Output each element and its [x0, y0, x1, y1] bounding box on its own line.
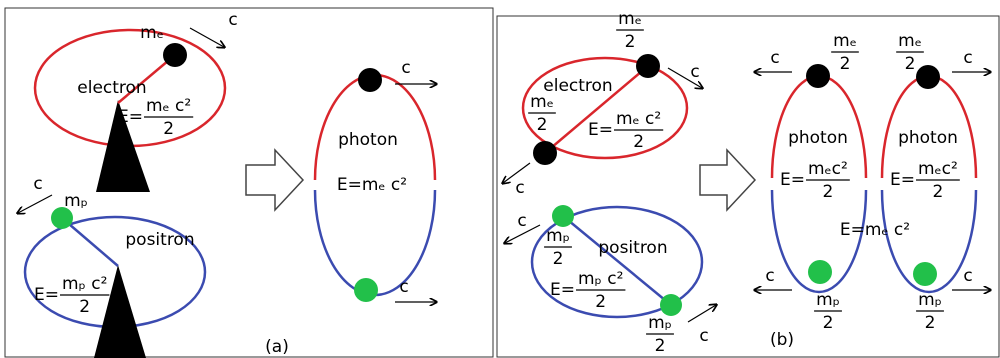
mass-label: mₚ [64, 191, 88, 211]
radius [563, 216, 671, 305]
speed-label: c [770, 48, 779, 68]
positron-label: positron [125, 230, 194, 250]
speed-label: c [228, 10, 237, 30]
photon-lower [315, 190, 435, 295]
electron-dot [916, 65, 940, 89]
energy-denominator: 2 [822, 182, 833, 202]
energy-denominator: 2 [595, 292, 606, 312]
positron-label: positron [598, 238, 667, 258]
mass-numerator: mₑ [530, 92, 554, 112]
energy-lhs: E= [890, 170, 915, 190]
electron-dot [358, 68, 382, 92]
mass-numerator: mₑ [833, 31, 857, 51]
mass-denominator: 2 [655, 336, 666, 356]
radius [62, 218, 118, 266]
electron-dot [806, 64, 830, 88]
mass-denominator: 2 [840, 54, 851, 74]
speed-label: c [963, 48, 972, 68]
energy-denominator: 2 [79, 297, 90, 317]
mass-numerator: mₚ [546, 226, 570, 246]
mass-denominator: 2 [905, 54, 916, 74]
energy-lhs: E= [588, 120, 613, 140]
mass-denominator: 2 [553, 249, 564, 269]
positron-dot [808, 260, 832, 284]
positron-dot [913, 262, 937, 286]
speed-label: c [690, 62, 699, 82]
mass-numerator: mₚ [648, 313, 672, 333]
velocity-arrow [18, 195, 52, 213]
photon-label: photon [898, 128, 958, 148]
energy-denominator: 2 [163, 119, 174, 139]
energy-numerator: mₑ c² [146, 96, 191, 116]
mass-numerator: mₑ [898, 31, 922, 51]
panel-label: (a) [265, 337, 289, 357]
energy-denominator: 2 [633, 132, 644, 152]
mass-denominator: 2 [823, 313, 834, 333]
speed-label: c [33, 174, 42, 194]
mass-denominator: 2 [537, 115, 548, 135]
energy-denominator: 2 [932, 182, 943, 202]
energy-lhs: E= [34, 285, 59, 305]
speed-label: c [699, 326, 708, 346]
transition-arrow [700, 150, 755, 210]
mass-denominator: 2 [625, 32, 636, 52]
mass-numerator: mₚ [816, 290, 840, 310]
velocity-arrow [190, 28, 224, 47]
photon-energy: E=mₑ c² [337, 175, 407, 195]
speed-label: c [963, 266, 972, 286]
positron-dot [552, 205, 574, 227]
speed-label: c [401, 58, 410, 78]
transition-arrow [246, 150, 303, 210]
total-energy: E=mₑ c² [840, 220, 910, 240]
velocity-arrow [688, 305, 716, 322]
photon-label: photon [338, 130, 398, 150]
speed-label: c [765, 266, 774, 286]
mass-denominator: 2 [925, 313, 936, 333]
electron-dot [636, 54, 660, 78]
energy-lhs: E= [780, 170, 805, 190]
energy-numerator: mₚ c² [578, 269, 623, 289]
electron-dot [533, 141, 557, 165]
energy-numerator: mₑc² [918, 159, 958, 179]
mass-numerator: mₚ [918, 290, 942, 310]
positron-dot [354, 278, 378, 302]
speed-label: c [515, 178, 524, 198]
energy-lhs: E= [118, 107, 143, 127]
speed-label: c [399, 277, 408, 297]
energy-numerator: mₑc² [808, 159, 848, 179]
energy-numerator: mₚ c² [62, 274, 107, 294]
mass-numerator: mₑ [618, 9, 642, 29]
panel-label: (b) [770, 330, 794, 350]
energy-numerator: mₑ c² [616, 109, 661, 129]
figure: electronmₑcE=mₑ c²2positronmₚcE=mₚ c²2ph… [0, 0, 1000, 358]
photon-label: photon [788, 128, 848, 148]
energy-lhs: E= [550, 280, 575, 300]
electron-label: electron [77, 78, 146, 98]
speed-label: c [517, 211, 526, 231]
mass-label: mₑ [140, 23, 164, 43]
electron-dot [163, 43, 187, 67]
